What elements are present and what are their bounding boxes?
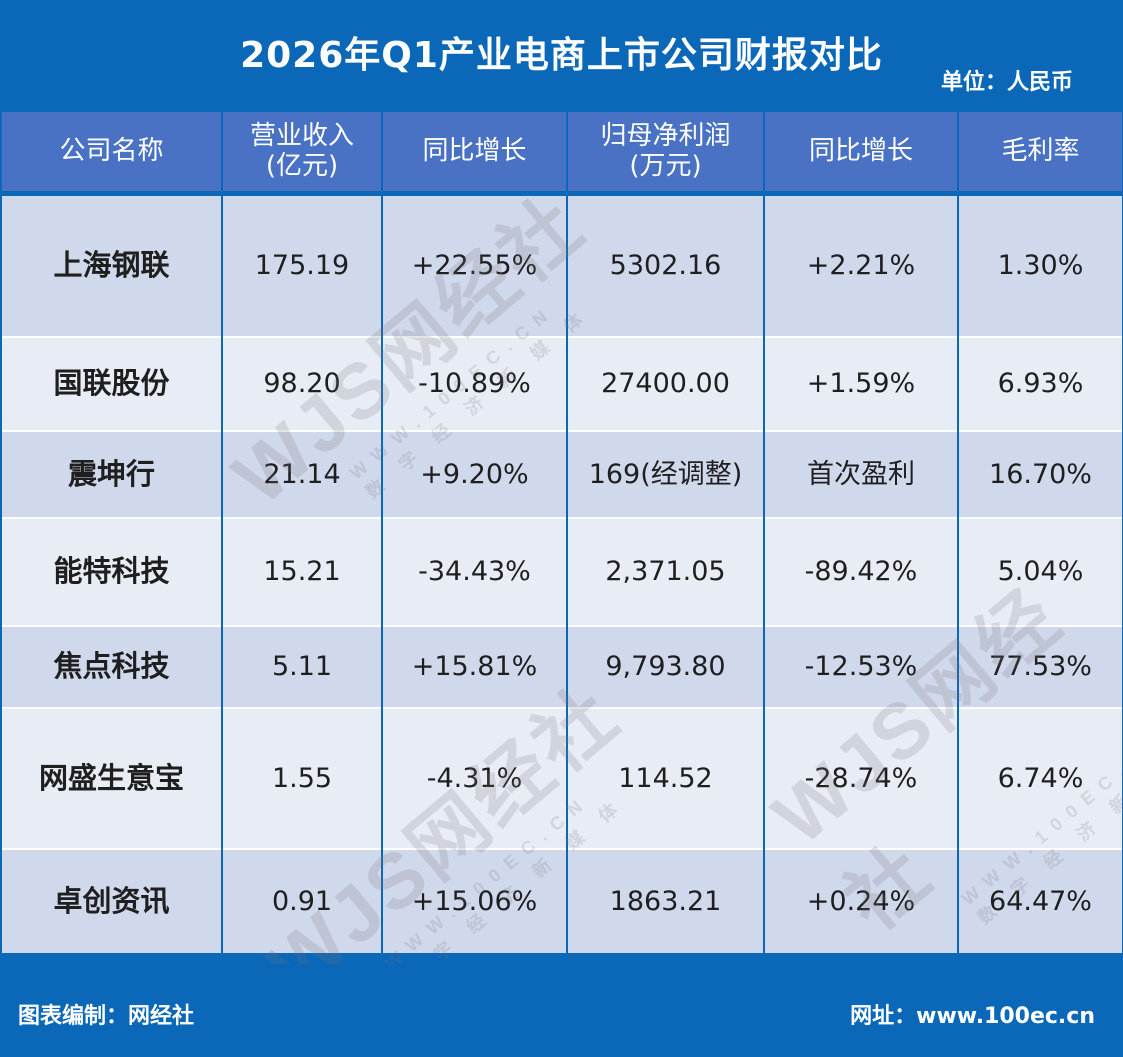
profit-growth-cell: 首次盈利 (765, 430, 957, 517)
footer-website: 网址：www.100ec.cn (850, 1004, 1095, 1029)
header-company: 公司名称 (2, 112, 221, 191)
header-profit-growth: 同比增长 (765, 112, 957, 191)
header-revenue-growth: 同比增长 (383, 112, 566, 191)
net-profit-cell: 1863.21 (568, 848, 763, 953)
financial-table: 公司名称 营业收入 (亿元) 同比增长 归母净利润 (万元) 同比增长 毛利率 上海… (2, 112, 1122, 962)
profit-growth-cell: -28.74% (765, 707, 957, 848)
revenue-growth-cell: +15.06% (383, 848, 566, 953)
gross-margin-cell: 5.04% (959, 517, 1122, 625)
revenue-growth-cell: +9.20% (383, 430, 566, 517)
revenue-cell: 15.21 (223, 517, 381, 625)
profit-growth-cell: -12.53% (765, 625, 957, 707)
company-name: 国联股份 (2, 336, 221, 430)
footer-credit: 图表编制：网经社 (18, 1004, 195, 1029)
revenue-cell: 21.14 (223, 430, 381, 517)
header-company-label: 公司名称 (59, 135, 164, 166)
header-revenue-unit: (亿元) (265, 150, 339, 181)
header-revenue-growth-label: 同比增长 (422, 135, 527, 166)
company-name: 网盛生意宝 (2, 707, 221, 848)
title-bar: 2026年Q1产业电商上市公司财报对比 单位：人民币 (0, 0, 1123, 110)
gross-margin-cell: 1.30% (959, 196, 1122, 336)
net-profit-cell: 9,793.80 (568, 625, 763, 707)
unit-label: 单位：人民币 (940, 70, 1073, 95)
gross-margin-cell: 16.70% (959, 430, 1122, 517)
revenue-cell: 98.20 (223, 336, 381, 430)
net-profit-cell: 5302.16 (568, 196, 763, 336)
profit-growth-cell: +2.21% (765, 196, 957, 336)
header-net-profit-label: 归母净利润 (600, 120, 731, 151)
revenue-growth-cell: -4.31% (383, 707, 566, 848)
revenue-growth-cell: -10.89% (383, 336, 566, 430)
profit-growth-cell: +0.24% (765, 848, 957, 953)
footer-bar: 图表编制：网经社 网址：www.100ec.cn (0, 964, 1123, 1057)
table-frame: 公司名称 营业收入 (亿元) 同比增长 归母净利润 (万元) 同比增长 毛利率 上海… (0, 110, 1123, 964)
revenue-cell: 1.55 (223, 707, 381, 848)
header-revenue: 营业收入 (亿元) (223, 112, 381, 191)
net-profit-cell: 27400.00 (568, 336, 763, 430)
company-name: 卓创资讯 (2, 848, 221, 953)
revenue-growth-cell: -34.43% (383, 517, 566, 625)
net-profit-cell: 114.52 (568, 707, 763, 848)
header-revenue-label: 营业收入 (249, 120, 354, 151)
company-name: 上海钢联 (2, 196, 221, 336)
revenue-cell: 5.11 (223, 625, 381, 707)
gross-margin-cell: 6.74% (959, 707, 1122, 848)
gross-margin-cell: 6.93% (959, 336, 1122, 430)
header-gross-margin-label: 毛利率 (1001, 135, 1080, 166)
profit-growth-cell: +1.59% (765, 336, 957, 430)
header-net-profit: 归母净利润 (万元) (568, 112, 763, 191)
revenue-cell: 0.91 (223, 848, 381, 953)
net-profit-cell: 2,371.05 (568, 517, 763, 625)
company-name: 震坤行 (2, 430, 221, 517)
header-net-profit-unit: (万元) (629, 150, 702, 181)
header-gross-margin: 毛利率 (959, 112, 1122, 191)
page-title: 2026年Q1产业电商上市公司财报对比 (240, 35, 883, 76)
gross-margin-cell: 77.53% (959, 625, 1122, 707)
net-profit-cell: 169(经调整) (568, 430, 763, 517)
revenue-growth-cell: +15.81% (383, 625, 566, 707)
revenue-growth-cell: +22.55% (383, 196, 566, 336)
company-name: 焦点科技 (2, 625, 221, 707)
profit-growth-cell: -89.42% (765, 517, 957, 625)
company-name: 能特科技 (2, 517, 221, 625)
header-profit-growth-label: 同比增长 (808, 135, 913, 166)
gross-margin-cell: 64.47% (959, 848, 1122, 953)
revenue-cell: 175.19 (223, 196, 381, 336)
